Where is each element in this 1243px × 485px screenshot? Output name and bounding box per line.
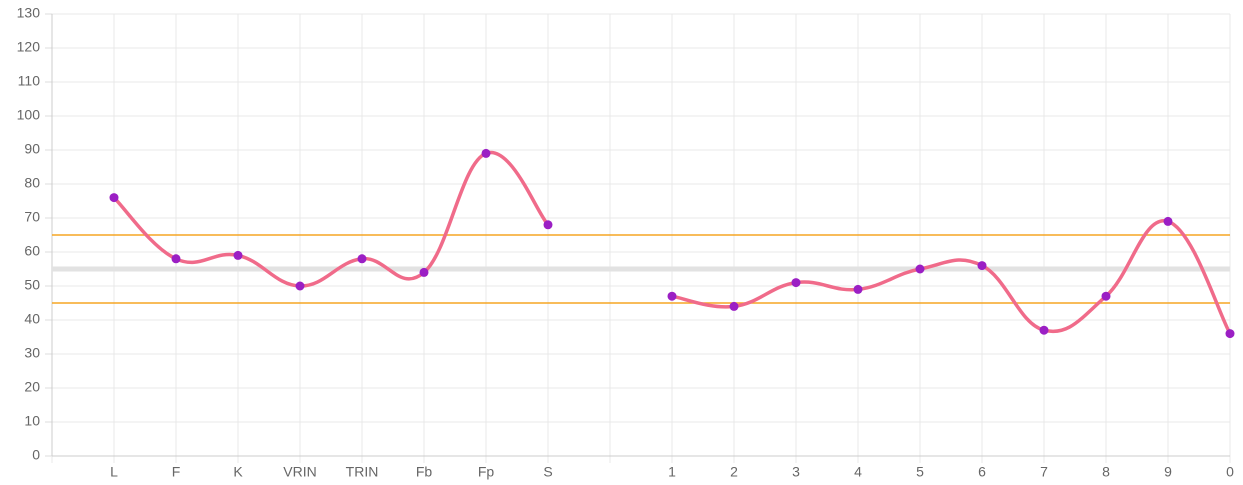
data-point xyxy=(977,261,987,271)
x-tick-label: 7 xyxy=(1040,464,1048,480)
x-tick-label: 8 xyxy=(1102,464,1110,480)
x-tick-label: 5 xyxy=(916,464,924,480)
x-tick-label: Fb xyxy=(416,464,433,480)
data-point xyxy=(1225,329,1235,339)
y-tick-label: 0 xyxy=(32,447,40,463)
x-tick-label: VRIN xyxy=(283,464,316,480)
y-tick-label: 20 xyxy=(24,379,40,395)
data-point xyxy=(171,254,181,264)
y-tick-label: 80 xyxy=(24,175,40,191)
x-tick-label: S xyxy=(543,464,552,480)
data-point xyxy=(1039,325,1049,335)
data-point xyxy=(791,278,801,288)
y-tick-label: 10 xyxy=(24,413,40,429)
x-tick-label: L xyxy=(110,464,118,480)
y-tick-label: 120 xyxy=(17,39,41,55)
x-tick-label: TRIN xyxy=(346,464,379,480)
data-point xyxy=(543,220,553,230)
data-point xyxy=(1101,291,1111,301)
data-point xyxy=(295,281,305,291)
x-tick-label: F xyxy=(172,464,181,480)
y-tick-label: 130 xyxy=(17,5,41,21)
y-tick-label: 100 xyxy=(17,107,41,123)
x-tick-label: 2 xyxy=(730,464,738,480)
y-tick-label: 110 xyxy=(18,73,41,89)
data-point xyxy=(1163,216,1173,226)
data-point xyxy=(667,291,677,301)
x-tick-label: 0 xyxy=(1226,464,1234,480)
y-tick-label: 70 xyxy=(24,209,40,225)
data-point xyxy=(109,193,119,203)
data-point xyxy=(481,148,491,158)
x-tick-label: 6 xyxy=(978,464,986,480)
x-tick-label: 9 xyxy=(1164,464,1172,480)
data-point xyxy=(233,250,243,260)
y-tick-label: 90 xyxy=(24,141,40,157)
data-point xyxy=(729,301,739,311)
y-tick-label: 40 xyxy=(24,311,40,327)
x-tick-label: K xyxy=(233,464,243,480)
y-tick-label: 50 xyxy=(24,277,40,293)
data-point xyxy=(357,254,367,264)
x-tick-label: 1 xyxy=(668,464,676,480)
data-point xyxy=(853,284,863,294)
x-tick-label: Fp xyxy=(478,464,495,480)
data-point xyxy=(419,267,429,277)
x-tick-label: 4 xyxy=(854,464,862,480)
x-tick-label: 3 xyxy=(792,464,800,480)
y-tick-label: 60 xyxy=(24,243,40,259)
data-point xyxy=(915,264,925,274)
y-tick-label: 30 xyxy=(24,345,40,361)
